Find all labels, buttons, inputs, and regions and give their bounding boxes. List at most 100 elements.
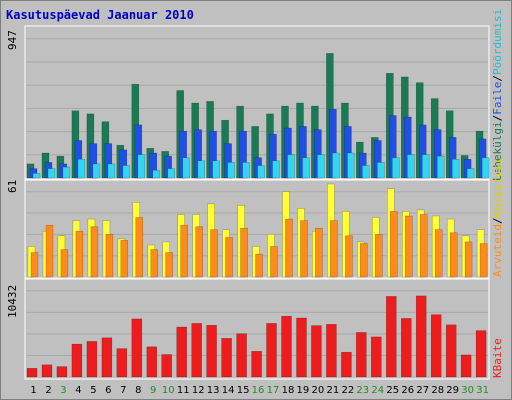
bar-bottom-0-day-6 bbox=[101, 337, 113, 378]
bar-top-2-day-2 bbox=[47, 168, 56, 179]
bar-bottom-0-day-7 bbox=[116, 348, 128, 378]
day-label-29: 29 bbox=[446, 385, 459, 396]
bar-bottom-0-day-5 bbox=[86, 341, 98, 378]
bar-bottom-0-day-8 bbox=[131, 318, 143, 378]
bar-middle-1-day-18 bbox=[285, 218, 293, 278]
bar-middle-1-day-25 bbox=[390, 211, 398, 278]
bar-bottom-0-day-4 bbox=[71, 343, 83, 378]
bar-top-2-day-15 bbox=[242, 162, 250, 179]
bar-top-2-day-10 bbox=[167, 168, 175, 179]
day-label-19: 19 bbox=[297, 385, 310, 396]
bar-top-2-day-9 bbox=[152, 169, 161, 179]
legend-separator: / bbox=[491, 75, 504, 82]
day-label-3: 3 bbox=[60, 385, 66, 396]
bar-top-2-day-28 bbox=[436, 155, 445, 179]
bar-bottom-0-day-10 bbox=[161, 354, 172, 378]
bar-middle-1-day-26 bbox=[405, 215, 413, 278]
legend-middle: Arvuteid/Külastusi bbox=[491, 158, 504, 277]
bar-middle-1-day-28 bbox=[434, 229, 443, 278]
bar-top-2-day-18 bbox=[287, 154, 295, 179]
bar-middle-1-day-20 bbox=[315, 227, 323, 278]
bar-middle-1-day-3 bbox=[60, 249, 69, 278]
day-label-23: 23 bbox=[356, 385, 369, 396]
bar-middle-1-day-21 bbox=[330, 220, 338, 278]
bar-middle-1-day-13 bbox=[210, 229, 218, 278]
day-label-4: 4 bbox=[75, 385, 81, 396]
day-label-25: 25 bbox=[386, 385, 399, 396]
bar-top-2-day-29 bbox=[451, 158, 460, 179]
bar-middle-1-day-17 bbox=[270, 246, 278, 278]
legend-hits: Pöördumisi bbox=[491, 9, 504, 75]
day-label-11: 11 bbox=[177, 385, 190, 396]
bar-top-2-day-3 bbox=[62, 166, 71, 179]
bar-bottom-0-day-19 bbox=[296, 317, 307, 378]
bar-middle-1-day-5 bbox=[90, 226, 99, 278]
bar-bottom-0-day-29 bbox=[445, 324, 457, 378]
bar-bottom-0-day-9 bbox=[146, 346, 158, 378]
legend-separator: / bbox=[491, 115, 504, 122]
bar-top-2-day-7 bbox=[122, 165, 131, 179]
bar-middle-1-day-31 bbox=[479, 243, 488, 278]
bar-bottom-0-day-17 bbox=[266, 323, 277, 378]
bar-top-2-day-19 bbox=[302, 157, 310, 179]
bar-bottom-0-day-21 bbox=[326, 324, 337, 378]
panel-bottom-ymax-label: 10432 bbox=[6, 285, 19, 318]
bar-middle-1-day-22 bbox=[345, 235, 353, 278]
legend-visits: Külastusi bbox=[491, 158, 504, 218]
bar-top-2-day-31 bbox=[481, 157, 490, 179]
bar-top-2-day-12 bbox=[197, 160, 205, 179]
panel-middle-bars bbox=[27, 183, 488, 278]
legend-pageviews: Lehekülgi bbox=[491, 121, 504, 181]
bar-top-2-day-5 bbox=[92, 163, 101, 179]
bar-bottom-0-day-13 bbox=[206, 324, 217, 378]
legend-separator: / bbox=[491, 217, 504, 224]
panel-top-ymax-label: 947 bbox=[6, 30, 19, 50]
bar-top-2-day-30 bbox=[466, 168, 475, 179]
bar-top-2-day-13 bbox=[212, 160, 220, 179]
bar-top-2-day-25 bbox=[392, 157, 400, 179]
bar-top-2-day-22 bbox=[347, 152, 355, 179]
x-axis-day-labels: 1 2 3 4 5 6 7 8 9 10 11 12 13 14 15 16 17 18 19 20 21 22 23 24 2… bbox=[30, 385, 489, 396]
day-label-10: 10 bbox=[162, 385, 175, 396]
bar-middle-1-day-30 bbox=[464, 241, 473, 278]
bar-middle-1-day-6 bbox=[105, 234, 114, 278]
day-label-15: 15 bbox=[237, 385, 250, 396]
bar-bottom-0-day-14 bbox=[221, 338, 232, 378]
bar-top-2-day-14 bbox=[227, 162, 235, 179]
bar-middle-1-day-23 bbox=[360, 243, 368, 278]
bar-middle-1-day-29 bbox=[449, 232, 458, 278]
bar-middle-1-day-11 bbox=[180, 224, 188, 278]
day-label-26: 26 bbox=[401, 385, 414, 396]
panel-middle-ymax-label: 61 bbox=[6, 180, 19, 193]
bar-top-2-day-23 bbox=[362, 165, 370, 179]
bar-bottom-0-day-22 bbox=[341, 351, 352, 378]
chart-title: Kasutuspäevad Jaanuar 2010 bbox=[6, 8, 194, 22]
day-label-28: 28 bbox=[431, 385, 444, 396]
bar-middle-1-day-9 bbox=[150, 249, 159, 278]
bar-bottom-0-day-2 bbox=[41, 364, 53, 378]
day-label-17: 17 bbox=[267, 385, 280, 396]
bar-bottom-0-day-18 bbox=[281, 315, 292, 378]
bar-middle-1-day-27 bbox=[419, 214, 428, 278]
bar-bottom-0-day-12 bbox=[191, 323, 202, 378]
bar-top-2-day-26 bbox=[407, 154, 415, 179]
panel-bottom-bars bbox=[26, 295, 487, 378]
day-label-16: 16 bbox=[252, 385, 265, 396]
bar-middle-1-day-19 bbox=[300, 220, 308, 278]
bar-top-2-day-20 bbox=[317, 154, 325, 179]
bar-top-2-day-11 bbox=[182, 157, 190, 179]
day-label-21: 21 bbox=[327, 385, 340, 396]
bar-middle-1-day-2 bbox=[45, 224, 54, 278]
legend-top: Lehekülgi/Faile/Pöördumisi bbox=[491, 9, 504, 181]
panel-top-bars bbox=[26, 53, 490, 179]
bar-bottom-0-day-25 bbox=[386, 296, 397, 378]
day-label-24: 24 bbox=[371, 385, 384, 396]
day-label-7: 7 bbox=[120, 385, 126, 396]
bar-middle-1-day-1 bbox=[30, 252, 39, 278]
bar-top-2-day-27 bbox=[421, 154, 430, 179]
bar-bottom-0-day-24 bbox=[371, 336, 382, 378]
panel-middle: 61 bbox=[6, 179, 490, 279]
day-label-13: 13 bbox=[207, 385, 220, 396]
bar-middle-1-day-12 bbox=[195, 226, 203, 278]
